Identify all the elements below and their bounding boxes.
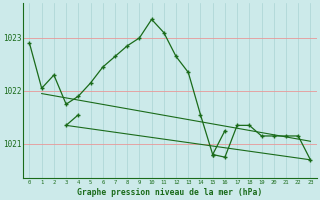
- X-axis label: Graphe pression niveau de la mer (hPa): Graphe pression niveau de la mer (hPa): [77, 188, 263, 197]
